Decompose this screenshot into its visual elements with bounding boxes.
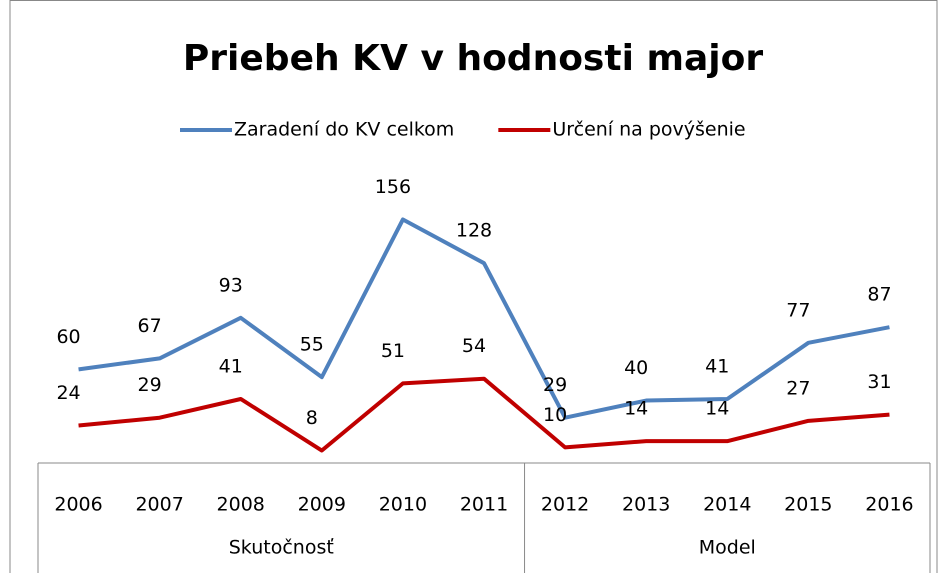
data-label: 14	[705, 398, 729, 420]
data-label: 54	[462, 335, 486, 357]
group-label: Model	[699, 537, 756, 559]
data-label: 93	[219, 274, 243, 296]
data-label: 156	[375, 176, 411, 198]
x-tick-label: 2015	[784, 494, 832, 516]
data-label: 27	[786, 377, 810, 399]
chart-border	[9, 0, 938, 573]
data-label: 29	[138, 374, 162, 396]
group-label: Skutočnosť	[229, 537, 335, 559]
x-tick-label: 2007	[135, 494, 183, 516]
data-label: 55	[300, 334, 324, 356]
x-tick-label: 2016	[865, 494, 913, 516]
x-tick-label: 2010	[379, 494, 427, 516]
data-label: 67	[138, 315, 162, 337]
data-label: 41	[219, 355, 243, 377]
data-label: 31	[867, 371, 891, 393]
chart-title: Priebeh KV v hodnosti major	[183, 38, 763, 79]
x-tick-label: 2009	[298, 494, 346, 516]
data-label: 128	[456, 220, 492, 242]
data-label: 24	[56, 382, 80, 404]
series-line	[78, 376, 890, 453]
x-tick-label: 2008	[217, 494, 265, 516]
data-label: 29	[543, 374, 567, 396]
data-label: 8	[306, 407, 318, 429]
x-tick-label: 2012	[541, 494, 589, 516]
data-label: 51	[381, 340, 405, 362]
data-label: 77	[786, 299, 810, 321]
data-label: 10	[543, 404, 567, 426]
x-tick-label: 2006	[54, 494, 102, 516]
data-label: 87	[867, 284, 891, 306]
data-label: 60	[56, 326, 80, 348]
x-tick-label: 2013	[622, 494, 670, 516]
x-tick-label: 2014	[703, 494, 751, 516]
legend-label: Zaradení do KV celkom	[234, 119, 454, 141]
legend-label: Určení na povýšenie	[552, 119, 745, 141]
data-label: 41	[705, 355, 729, 377]
series-line	[78, 217, 890, 420]
data-label: 14	[624, 398, 648, 420]
data-label: 40	[624, 357, 648, 379]
x-tick-label: 2011	[460, 494, 508, 516]
